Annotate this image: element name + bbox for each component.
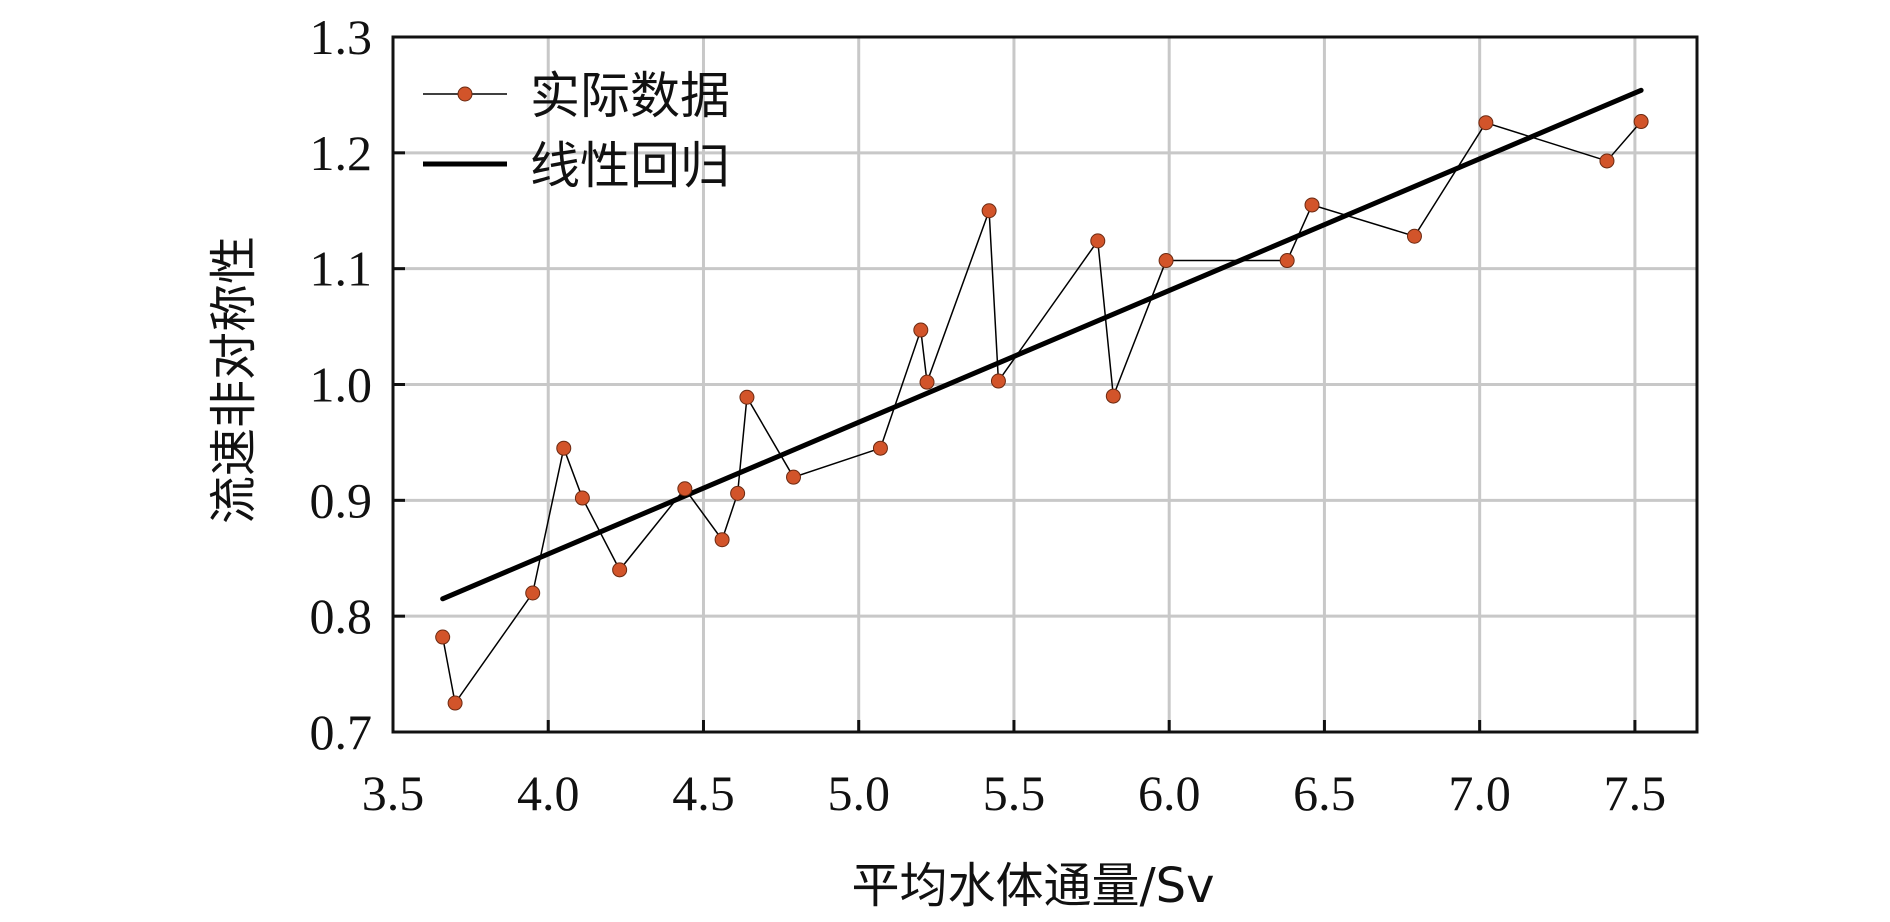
y-tick-label: 0.8: [310, 588, 373, 644]
x-tick-label: 6.0: [1138, 765, 1201, 821]
data-point: [1090, 233, 1106, 249]
data-point: [1478, 115, 1494, 131]
x-tick-label: 4.0: [517, 765, 580, 821]
grid: [393, 37, 1697, 732]
data-point: [786, 469, 802, 485]
data-point: [919, 374, 935, 390]
data-point: [1406, 228, 1422, 244]
y-axis-label: 流速非对称性: [206, 236, 262, 524]
y-tick-labels: 0.7 0.8 0.9 1.0 1.1 1.2 1.3: [310, 9, 373, 760]
data-point: [981, 203, 997, 219]
x-tick-label: 5.5: [983, 765, 1046, 821]
data-point: [730, 485, 746, 501]
data-point: [1279, 253, 1295, 269]
ticks: [391, 35, 1637, 734]
y-tick-label: 0.9: [310, 472, 373, 528]
data-point: [872, 440, 888, 456]
data-point: [1105, 388, 1121, 404]
data-point: [714, 532, 730, 548]
x-tick-labels: 3.5 4.0 4.5 5.0 5.5 6.0 6.5 7.0 7.5: [362, 765, 1666, 821]
legend: 实际数据 线性回归: [423, 67, 730, 195]
y-tick-label: 1.3: [310, 9, 373, 65]
x-tick-label: 7.5: [1604, 765, 1667, 821]
data-point: [990, 373, 1006, 389]
x-tick-label: 6.5: [1293, 765, 1356, 821]
data-point: [612, 562, 628, 578]
legend-label-actual: 实际数据: [530, 67, 730, 125]
y-tick-label: 1.2: [310, 125, 373, 181]
data-point: [739, 389, 755, 405]
data-point: [913, 322, 929, 338]
data-point: [1599, 153, 1615, 169]
x-axis-label: 平均水体通量/Sv: [851, 858, 1214, 914]
y-tick-label: 0.7: [310, 704, 373, 760]
data-point: [556, 440, 572, 456]
legend-swatch-actual-marker: [457, 86, 473, 102]
data-point: [1304, 197, 1320, 213]
x-tick-label: 3.5: [362, 765, 425, 821]
data-point: [574, 490, 590, 506]
x-tick-label: 4.5: [672, 765, 735, 821]
y-tick-label: 1.1: [310, 241, 373, 297]
y-tick-label: 1.0: [310, 357, 373, 413]
legend-label-regression: 线性回归: [530, 137, 730, 195]
data-point: [1158, 253, 1174, 269]
x-tick-label: 7.0: [1448, 765, 1511, 821]
data-point: [447, 695, 463, 711]
x-tick-label: 5.0: [827, 765, 890, 821]
data-point: [677, 481, 693, 497]
regression-line: [440, 87, 1644, 602]
data-points: [435, 114, 1649, 711]
data-point: [435, 629, 451, 645]
data-point: [525, 585, 541, 601]
data-point: [1633, 114, 1649, 130]
